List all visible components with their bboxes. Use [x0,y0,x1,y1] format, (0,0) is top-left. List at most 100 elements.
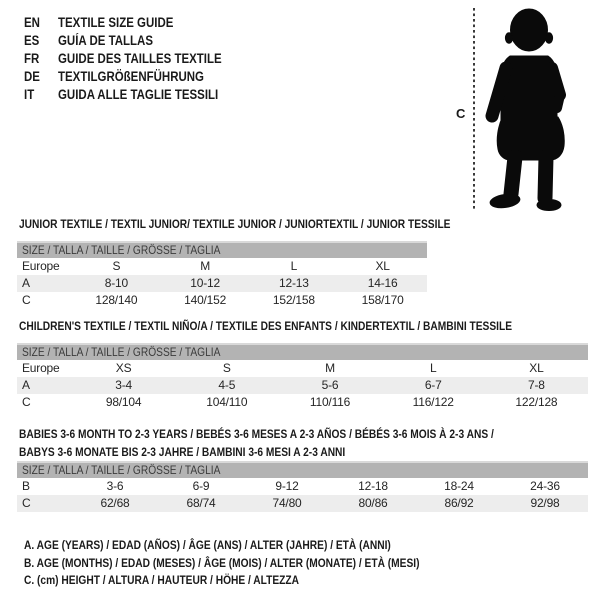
size-cell: 152/158 [272,293,315,307]
size-cell: 140/152 [184,293,227,307]
size-cell: 62/68 [100,496,130,510]
size-cell: 68/74 [186,496,216,510]
size-cell: 6-7 [424,378,442,392]
table-row: Europe XS S M L XL [17,360,588,377]
size-cell: 14-16 [367,276,398,290]
row-label: C [22,293,31,307]
size-cell: 7-8 [528,378,545,392]
size-cell: 18-24 [444,479,474,493]
guide-title: GUIDA ALLE TAGLIE TESSILI [58,86,219,102]
table-title: CHILDREN'S TEXTILE / TEXTIL NIÑO/A / TEX… [17,319,588,334]
table-header-text: SIZE / TALLA / TAILLE / GRÖSSE / TAGLIA [22,463,221,477]
guide-title: GUÍA DE TALLAS [58,32,153,48]
size-cell: 128/140 [95,293,138,307]
junior-size-table: SIZE / TALLA / TAILLE / GRÖSSE / TAGLIA E… [17,241,427,309]
size-cell: 3-6 [106,479,124,493]
babies-size-table: SIZE / TALLA / TAILLE / GRÖSSE / TAGLIA B… [17,461,588,512]
table-row: B 3-6 6-9 9-12 12-18 18-24 24-36 [17,478,588,495]
size-cell: 6-9 [192,479,210,493]
language-row: ES GUÍA DE TALLAS [24,31,251,49]
table-header-text: SIZE / TALLA / TAILLE / GRÖSSE / TAGLIA [22,345,221,359]
size-cell: L [290,259,298,273]
junior-size-table-section: JUNIOR TEXTILE / TEXTIL JUNIOR/ TEXTILE … [17,217,450,309]
language-row: EN TEXTILE SIZE GUIDE [24,13,251,31]
toddler-silhouette [473,8,566,211]
table-title-text: BABIES 3-6 MONTH TO 2-3 YEARS / BEBÉS 3-… [19,427,494,441]
legend-text: A. AGE (YEARS) / EDAD (AÑOS) / ÂGE (ANS)… [24,538,391,552]
size-cell: 10-12 [190,276,220,290]
size-cell: L [429,361,437,375]
guide-title: GUIDE DES TAILLES TEXTILE [58,50,222,66]
language-code: ES [24,32,40,48]
size-cell: 92/98 [530,496,560,510]
size-cell: 98/104 [105,395,142,409]
size-cell: S [112,259,121,273]
row-label: Europe [22,259,60,273]
language-code: IT [24,86,35,102]
table-row: C 128/140 140/152 152/158 158/170 [17,292,427,309]
guide-title: TEXTILE SIZE GUIDE [58,14,174,30]
table-title: JUNIOR TEXTILE / TEXTIL JUNIOR/ TEXTILE … [17,217,450,232]
size-cell: 116/122 [412,395,454,409]
row-label: B [22,479,30,493]
language-code: EN [24,14,40,30]
language-code: FR [24,50,40,66]
legend-text: B. AGE (MONTHS) / EDAD (MESES) / ÂGE (MO… [24,555,420,570]
language-row: IT GUIDA ALLE TAGLIE TESSILI [24,85,251,103]
table-row: C 98/104 104/110 110/116 116/122 122/128 [17,394,588,411]
size-cell: XS [115,361,132,375]
language-code: DE [24,68,40,84]
size-cell: 9-12 [275,479,299,493]
table-title-text: CHILDREN'S TEXTILE / TEXTIL NIÑO/A / TEX… [19,319,513,333]
legend-text: C. (cm) HEIGHT / ALTURA / HAUTEUR / HÖHE… [24,573,300,587]
babies-size-table-section: BABIES 3-6 MONTH TO 2-3 YEARS / BEBÉS 3-… [17,425,588,512]
size-cell: 122/128 [515,395,558,409]
height-measure-label: C [456,106,466,121]
size-cell: M [200,259,211,273]
legend-line-age-months: B. AGE (MONTHS) / EDAD (MESES) / ÂGE (MO… [24,555,489,573]
toddler-body [485,8,566,211]
size-cell: XL [375,259,390,273]
table-title: BABIES 3-6 MONTH TO 2-3 YEARS / BEBÉS 3-… [17,425,588,461]
table-title-text: BABYS 3-6 MONATE BIS 2-3 JAHRE / BAMBINI… [19,445,346,459]
table-row: Europe S M L XL [17,258,427,275]
row-label: A [22,276,30,290]
table-title-text: JUNIOR TEXTILE / TEXTIL JUNIOR/ TEXTILE … [19,217,451,231]
row-label: C [22,496,31,510]
row-label: Europe [22,361,60,375]
legend-line-height-cm: C. (cm) HEIGHT / ALTURA / HAUTEUR / HÖHE… [24,572,489,590]
size-cell: 4-5 [218,378,236,392]
children-size-table-section: CHILDREN'S TEXTILE / TEXTIL NIÑO/A / TEX… [17,319,588,411]
row-label: C [22,395,31,409]
language-row: FR GUIDE DES TAILLES TEXTILE [24,49,251,67]
size-cell: 74/80 [272,496,302,510]
size-cell: 110/116 [309,395,351,409]
size-cell: M [325,361,335,375]
size-cell: 24-36 [530,479,560,493]
measure-legend: A. AGE (YEARS) / EDAD (AÑOS) / ÂGE (ANS)… [24,537,489,590]
size-cell: 104/110 [206,395,248,409]
row-label: A [22,378,30,392]
size-cell: 12-18 [358,479,388,493]
table-row: A 3-4 4-5 5-6 6-7 7-8 [17,377,588,394]
size-cell: 12-13 [279,276,309,290]
legend-line-age-years: A. AGE (YEARS) / EDAD (AÑOS) / ÂGE (ANS)… [24,537,489,555]
children-size-table: SIZE / TALLA / TAILLE / GRÖSSE / TAGLIA E… [17,343,588,411]
size-cell: 86/92 [444,496,474,510]
table-header-row: SIZE / TALLA / TAILLE / GRÖSSE / TAGLIA [17,343,588,360]
table-row: A 8-10 10-12 12-13 14-16 [17,275,427,292]
size-cell: 3-4 [115,378,132,392]
guide-title: TEXTILGRÖßENFÜHRUNG [58,68,204,84]
table-header-text: SIZE / TALLA / TAILLE / GRÖSSE / TAGLIA [22,243,221,257]
table-header-row: SIZE / TALLA / TAILLE / GRÖSSE / TAGLIA [17,461,588,478]
table-header-row: SIZE / TALLA / TAILLE / GRÖSSE / TAGLIA [17,241,427,258]
size-cell: XL [529,361,544,375]
language-row: DE TEXTILGRÖßENFÜHRUNG [24,67,251,85]
size-cell: 8-10 [104,276,128,290]
size-cell: 5-6 [321,378,339,392]
language-title-list: EN TEXTILE SIZE GUIDE ES GUÍA DE TALLAS … [24,13,251,103]
size-cell: 80/86 [358,496,388,510]
table-row: C 62/68 68/74 74/80 80/86 86/92 92/98 [17,495,588,512]
size-cell: 158/170 [361,293,404,307]
size-cell: S [222,361,231,375]
